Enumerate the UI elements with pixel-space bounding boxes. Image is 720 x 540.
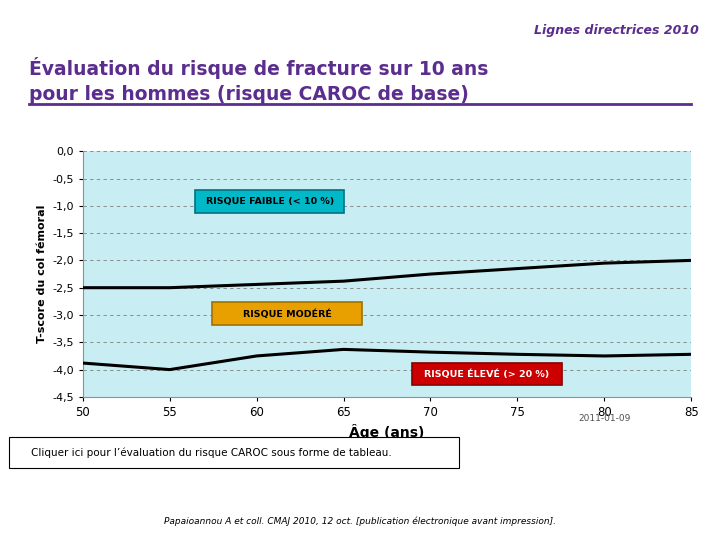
Text: RISQUE ÉLEVÉ (> 20 %): RISQUE ÉLEVÉ (> 20 %)	[424, 369, 549, 379]
Text: 2011-01-09: 2011-01-09	[579, 414, 631, 423]
FancyBboxPatch shape	[9, 437, 459, 468]
Text: Papaioannou A et coll. CMAJ 2010, 12 oct. [publication électronique avant impres: Papaioannou A et coll. CMAJ 2010, 12 oct…	[164, 517, 556, 526]
Text: Évaluation du risque de fracture sur 10 ans: Évaluation du risque de fracture sur 10 …	[29, 57, 488, 79]
X-axis label: Âge (ans): Âge (ans)	[349, 424, 425, 441]
Y-axis label: T-score du col fémoral: T-score du col fémoral	[37, 205, 47, 343]
FancyBboxPatch shape	[195, 190, 344, 213]
Text: RISQUE MODÉRÉ: RISQUE MODÉRÉ	[243, 309, 331, 319]
FancyBboxPatch shape	[212, 302, 361, 326]
Text: Lignes directrices 2010: Lignes directrices 2010	[534, 24, 698, 37]
Text: RISQUE FAIBLE (< 10 %): RISQUE FAIBLE (< 10 %)	[205, 197, 334, 206]
FancyBboxPatch shape	[413, 362, 562, 386]
Text: Cliquer ici pour l’évaluation du risque CAROC sous forme de tableau.: Cliquer ici pour l’évaluation du risque …	[31, 447, 392, 457]
Text: pour les hommes (risque CAROC de base): pour les hommes (risque CAROC de base)	[29, 85, 469, 104]
